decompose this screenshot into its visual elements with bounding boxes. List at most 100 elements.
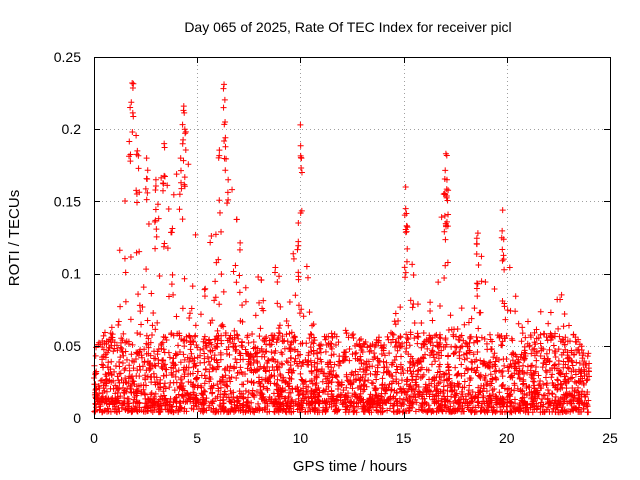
data-point <box>461 370 468 377</box>
data-point <box>246 358 253 365</box>
data-point <box>288 375 295 382</box>
data-point <box>350 399 357 406</box>
data-point <box>311 388 318 395</box>
data-point <box>224 200 231 207</box>
data-point <box>224 189 231 196</box>
data-point <box>143 155 150 162</box>
data-point <box>426 393 433 400</box>
data-point <box>343 330 350 337</box>
data-point <box>537 340 544 347</box>
data-point <box>115 318 122 325</box>
data-point <box>548 332 555 339</box>
data-point <box>328 364 335 371</box>
data-point <box>298 207 305 214</box>
data-point <box>348 400 355 407</box>
data-point <box>456 337 463 344</box>
data-point <box>308 339 315 346</box>
data-point <box>269 364 276 371</box>
data-point <box>328 403 335 410</box>
data-point <box>299 359 306 366</box>
data-point <box>135 399 142 406</box>
data-point <box>486 331 493 338</box>
data-point <box>92 352 99 359</box>
data-point <box>303 340 310 347</box>
data-point <box>552 384 559 391</box>
data-point <box>141 346 148 353</box>
data-point <box>172 350 179 357</box>
data-point <box>478 407 485 414</box>
data-point <box>531 329 538 336</box>
data-point <box>346 345 353 352</box>
data-point <box>562 346 569 353</box>
data-point <box>268 341 275 348</box>
data-point <box>526 342 533 349</box>
data-point <box>305 349 312 356</box>
data-point <box>472 404 479 411</box>
data-point <box>367 342 374 349</box>
data-point <box>473 235 480 242</box>
data-point <box>152 186 159 193</box>
data-point <box>402 205 409 212</box>
data-point <box>380 364 387 371</box>
data-point <box>235 335 242 342</box>
data-point <box>352 355 359 362</box>
data-point <box>118 400 125 407</box>
data-point <box>206 402 213 409</box>
x-tick-label: 10 <box>293 430 309 446</box>
data-point <box>356 357 363 364</box>
data-point <box>92 371 99 378</box>
data-point <box>409 304 416 311</box>
data-point <box>364 399 371 406</box>
data-point <box>360 340 367 347</box>
data-point <box>424 345 431 352</box>
data-point <box>258 277 265 284</box>
data-point <box>345 334 352 341</box>
data-point <box>161 392 168 399</box>
data-point <box>378 393 385 400</box>
data-point <box>443 341 450 348</box>
data-point <box>328 352 335 359</box>
data-point <box>210 398 217 405</box>
data-point <box>544 337 551 344</box>
data-point <box>356 341 363 348</box>
data-point <box>296 310 303 317</box>
data-point <box>376 359 383 366</box>
data-point <box>201 372 208 379</box>
data-point <box>420 355 427 362</box>
data-point <box>575 395 582 402</box>
data-point <box>287 403 294 410</box>
data-point <box>329 374 336 381</box>
data-point <box>216 147 223 154</box>
data-point <box>573 359 580 366</box>
data-point <box>504 390 511 397</box>
data-point <box>98 361 105 368</box>
data-point <box>583 377 590 384</box>
data-point <box>201 333 208 340</box>
data-point <box>329 334 336 341</box>
data-point <box>467 375 474 382</box>
data-point <box>288 339 295 346</box>
x-tick-label: 15 <box>396 430 412 446</box>
data-point <box>207 375 214 382</box>
data-point <box>394 366 401 373</box>
data-point <box>140 381 147 388</box>
data-point <box>150 400 157 407</box>
data-point <box>451 350 458 357</box>
data-point <box>150 370 157 377</box>
data-point <box>482 372 489 379</box>
data-point <box>154 201 161 208</box>
data-point <box>450 406 457 413</box>
data-point <box>188 305 195 312</box>
data-point <box>256 333 263 340</box>
data-point <box>576 360 583 367</box>
data-point <box>166 401 173 408</box>
data-point <box>132 356 139 363</box>
axis-ticks <box>94 57 611 419</box>
data-point <box>148 290 155 297</box>
y-axis-label: ROTI / TECUs <box>6 190 23 286</box>
data-point <box>576 379 583 386</box>
data-point <box>410 359 417 366</box>
data-point <box>181 371 188 378</box>
data-point <box>445 326 452 333</box>
data-point <box>485 407 492 414</box>
